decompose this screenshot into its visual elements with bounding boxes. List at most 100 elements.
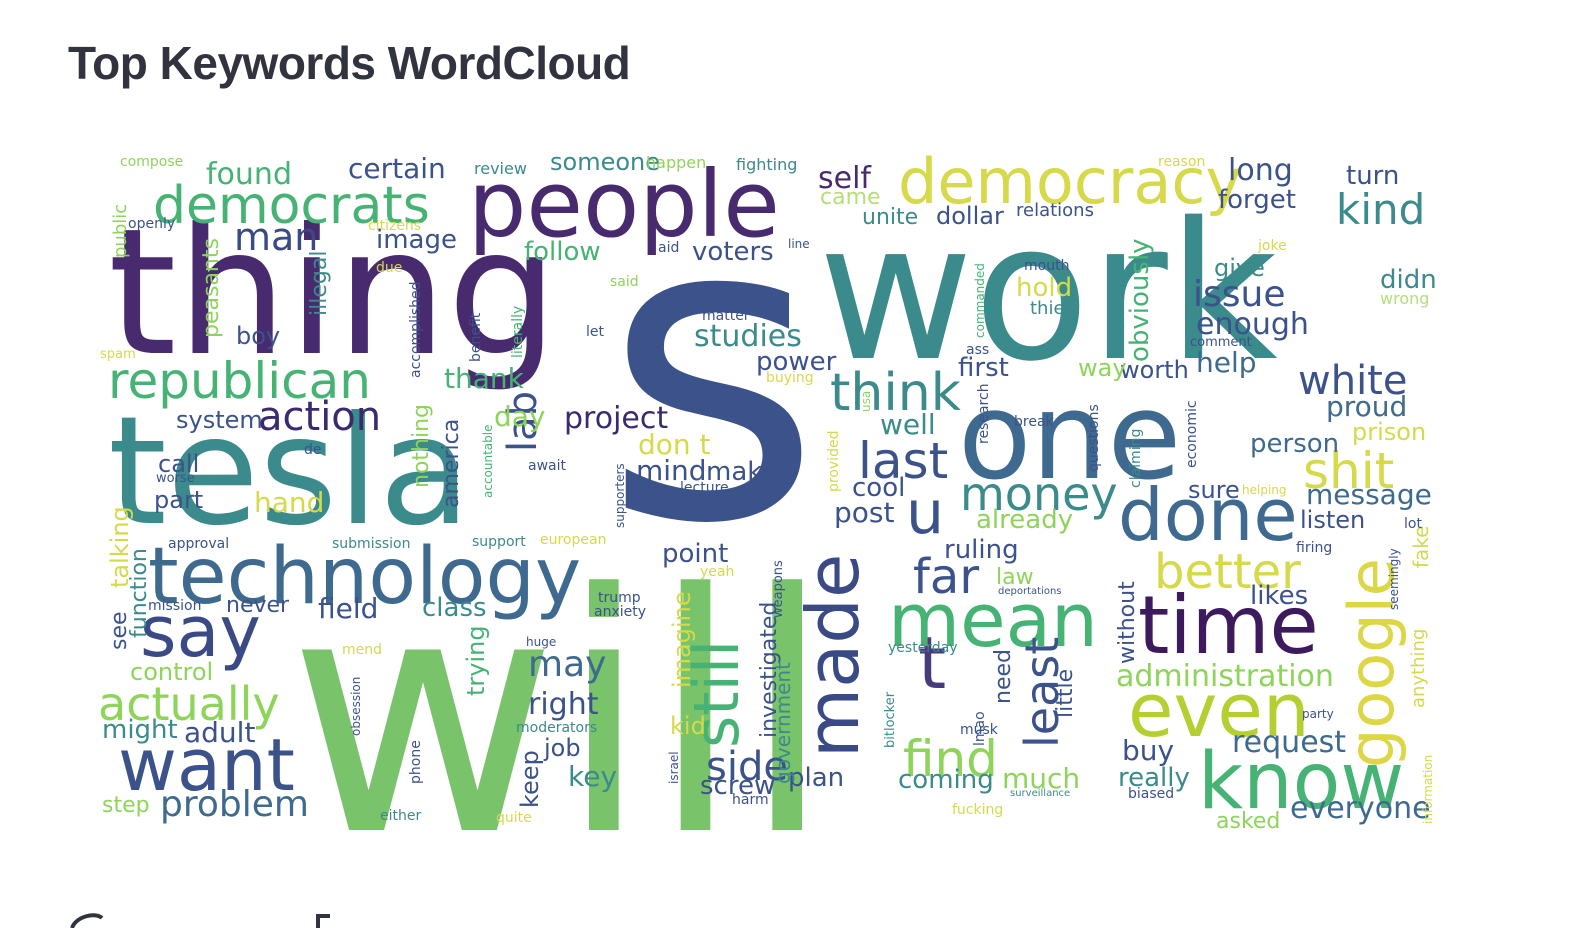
word-firing: firing	[1296, 540, 1332, 556]
word-illegal: illegal	[307, 251, 332, 316]
word-someone: someone	[550, 148, 660, 176]
word-project: project	[564, 401, 668, 436]
word-shit: shit	[1303, 442, 1394, 500]
word-surveillance: surveillance	[1010, 788, 1070, 799]
word-comment: comment	[1190, 335, 1252, 350]
word-least: least	[1015, 637, 1069, 748]
word-coming: coming	[898, 765, 994, 795]
word-say: say	[140, 591, 261, 673]
word-long: long	[1228, 153, 1293, 188]
page-title: Top Keywords WordCloud	[68, 37, 631, 89]
word-lot: lot	[1404, 516, 1422, 532]
word-u: u	[906, 478, 944, 548]
word-request: request	[1232, 725, 1346, 760]
word-said: said	[610, 274, 639, 290]
word-compose: compose	[120, 154, 183, 170]
word-democracy: democracy	[898, 148, 1242, 218]
word-government: government	[771, 662, 795, 784]
word-don-t: don t	[638, 428, 711, 461]
word-obviously: obviously	[1125, 238, 1155, 362]
word-better: better	[1154, 544, 1301, 600]
word-actually: actually	[98, 677, 280, 731]
word-usa: usa	[859, 391, 873, 412]
word-administration: administration	[1116, 659, 1334, 694]
word-spam: spam	[100, 347, 136, 362]
word-image: image	[376, 225, 457, 255]
word-trying: trying	[462, 625, 490, 696]
word-might: might	[102, 715, 178, 745]
word-musk: musk	[960, 722, 999, 738]
word-still: still	[680, 640, 753, 748]
word-helping: helping	[1242, 483, 1287, 497]
word-weapons: weapons	[771, 560, 786, 618]
word-fighting: fighting	[736, 155, 797, 174]
word-class: class	[422, 593, 487, 623]
word-information: information	[1421, 755, 1435, 824]
word-joke: joke	[1257, 238, 1287, 254]
word-system: system	[176, 406, 263, 434]
word-sure: sure	[1188, 476, 1240, 504]
word-yeah: yeah	[700, 564, 734, 580]
word-point: point	[662, 539, 728, 569]
word-call: call	[158, 450, 199, 478]
word-help: help	[1196, 346, 1257, 379]
word-prison: prison	[1352, 418, 1426, 446]
word-happen: happen	[646, 153, 706, 172]
word-little: little	[1053, 669, 1078, 718]
word-issue: issue	[1193, 274, 1285, 315]
word-tesla: tesla	[108, 385, 471, 559]
word-let: let	[586, 324, 605, 340]
word-due: due	[376, 260, 402, 276]
word-kid: kid	[670, 712, 706, 740]
word-moderators: moderators	[516, 720, 597, 736]
word-never: never	[226, 593, 290, 618]
word-benefit: benefit	[468, 312, 484, 362]
word-nothing: nothing	[409, 404, 434, 488]
word-party: party	[1302, 707, 1334, 721]
word-mouth: mouth	[1024, 258, 1069, 274]
word-google: google	[1335, 558, 1408, 768]
word-citizens: citizens	[368, 218, 421, 234]
word-mean: mean	[888, 578, 1098, 664]
word-last: last	[858, 432, 948, 490]
word-obsession: obsession	[349, 677, 363, 736]
word-harm: harm	[732, 792, 769, 808]
word-lmao: lmao	[972, 711, 988, 746]
word-step: step	[102, 793, 150, 818]
word-time: time	[1138, 579, 1319, 672]
word-people: people	[468, 151, 780, 258]
word-turn: turn	[1346, 161, 1399, 191]
word-action: action	[258, 394, 381, 440]
word-economic: economic	[1184, 400, 1200, 468]
word-commanded: commanded	[973, 263, 987, 338]
word-accomplished: accomplished	[408, 281, 424, 378]
word-really: really	[1118, 763, 1190, 793]
word-self: self	[818, 161, 872, 196]
word-job: job	[543, 734, 581, 762]
word-deportations: deportations	[998, 586, 1062, 597]
word-european: european	[540, 532, 606, 548]
word-will: will	[288, 524, 833, 832]
word-thier: thier	[1030, 298, 1073, 319]
word-mind: mind	[636, 454, 707, 487]
word-man: man	[234, 215, 318, 259]
word-give: give	[1214, 254, 1265, 282]
word-follow: follow	[524, 237, 601, 267]
word-key: key	[568, 760, 617, 793]
wordcloud: will s work thing tesla one people know technolo…	[98, 148, 1438, 832]
word-line: line	[788, 237, 810, 251]
word-seemingly: seemingly	[1387, 548, 1401, 610]
word-proud: proud	[1326, 390, 1407, 423]
word-ass: ass	[966, 342, 989, 358]
word-much: much	[1002, 762, 1080, 795]
word-await: await	[528, 458, 566, 474]
word-keep: keep	[516, 750, 544, 808]
word-either: either	[380, 808, 421, 824]
word-need: need	[991, 649, 1016, 704]
word-plan: plan	[788, 763, 844, 793]
word-first: first	[958, 353, 1009, 383]
word-supporters: supporters	[613, 463, 627, 528]
word-quite: quite	[496, 810, 532, 826]
word-make: make	[706, 457, 777, 487]
word-worse: worse	[156, 471, 195, 486]
